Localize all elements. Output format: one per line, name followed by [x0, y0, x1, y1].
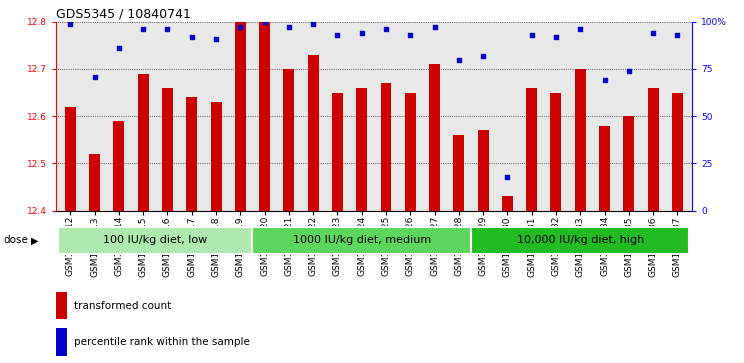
Bar [56, 328, 67, 356]
Point [161, 26, 173, 32]
Point [259, 19, 271, 25]
Point [332, 32, 344, 38]
Text: GDS5345 / 10840741: GDS5345 / 10840741 [56, 8, 190, 21]
Point [356, 30, 368, 36]
Point [404, 32, 416, 38]
Bar [647, 88, 658, 211]
Bar [186, 97, 197, 211]
Point [210, 36, 222, 42]
Point [186, 34, 198, 40]
Bar [471, 227, 690, 254]
Bar [252, 227, 471, 254]
Point [671, 32, 683, 38]
Text: ▶: ▶ [31, 236, 39, 245]
Point [113, 45, 125, 51]
Bar [478, 130, 489, 211]
Bar [380, 83, 391, 211]
Bar [526, 88, 537, 211]
Text: 10,000 IU/kg diet, high: 10,000 IU/kg diet, high [516, 236, 644, 245]
Point [453, 57, 465, 62]
Point [623, 68, 635, 74]
Bar [58, 227, 252, 254]
Bar [211, 102, 222, 211]
Point [599, 77, 611, 83]
Bar [89, 154, 100, 211]
Point [234, 25, 246, 30]
Bar [429, 64, 440, 211]
Bar [162, 88, 173, 211]
Point [65, 21, 77, 26]
Point [647, 30, 659, 36]
Bar [56, 292, 67, 319]
Text: 100 IU/kg diet, low: 100 IU/kg diet, low [103, 236, 208, 245]
Point [574, 26, 586, 32]
Bar [502, 196, 513, 211]
Bar [672, 93, 683, 211]
Point [89, 74, 100, 79]
Bar [259, 22, 270, 211]
Bar [65, 107, 76, 211]
Bar [138, 74, 149, 211]
Point [307, 21, 319, 26]
Bar [623, 116, 634, 211]
Point [283, 25, 295, 30]
Point [526, 32, 538, 38]
Text: 1000 IU/kg diet, medium: 1000 IU/kg diet, medium [292, 236, 431, 245]
Bar [332, 93, 343, 211]
Bar [235, 22, 246, 211]
Bar [308, 55, 318, 211]
Bar [453, 135, 464, 211]
Bar [575, 69, 586, 211]
Bar [551, 93, 562, 211]
Bar [405, 93, 416, 211]
Point [550, 34, 562, 40]
Text: percentile rank within the sample: percentile rank within the sample [74, 337, 249, 347]
Bar [356, 88, 368, 211]
Point [501, 174, 513, 179]
Bar [599, 126, 610, 211]
Point [429, 25, 440, 30]
Point [380, 26, 392, 32]
Point [137, 26, 149, 32]
Bar [283, 69, 295, 211]
Point [477, 53, 489, 59]
Bar [114, 121, 124, 211]
Text: dose: dose [4, 236, 28, 245]
Text: transformed count: transformed count [74, 301, 171, 311]
